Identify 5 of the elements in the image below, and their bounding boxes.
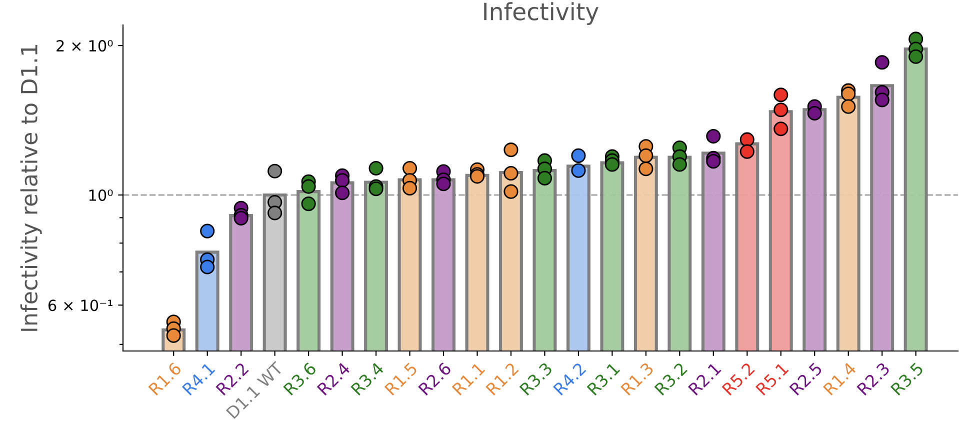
y-tick-label: 10⁰ [89,189,113,202]
y-axis-title: Infectivity relative to D1.1 [20,44,42,331]
y-tick-label: 6 × 10⁻¹ [48,300,112,312]
chart-title: Infectivity [484,2,598,25]
y-tick-label: 2 × 10⁰ [56,40,113,52]
